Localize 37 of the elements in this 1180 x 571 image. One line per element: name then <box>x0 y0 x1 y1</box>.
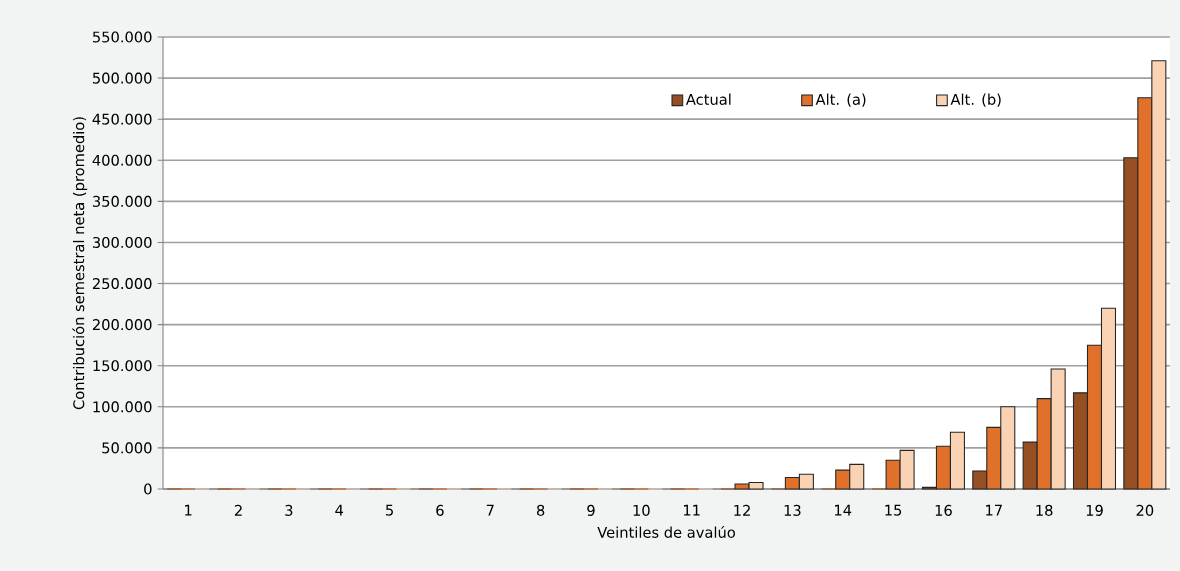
x-tick-label: 10 <box>633 504 650 516</box>
y-tick-label: 450.000 <box>92 113 152 125</box>
y-tick-label: 350.000 <box>92 195 152 207</box>
y-tick-label: 500.000 <box>92 72 152 84</box>
x-tick-label: 3 <box>285 504 293 516</box>
legend-label: Alt. (b) <box>950 93 1001 107</box>
x-tick-label: 11 <box>683 504 700 516</box>
y-tick-label: 400.000 <box>92 154 152 166</box>
x-tick-label: 14 <box>835 504 852 516</box>
y-axis-title: Contribución semestral neta (promedio) <box>72 117 88 410</box>
x-tick-label: 20 <box>1136 504 1154 516</box>
x-tick-label: 4 <box>335 504 344 516</box>
y-tick-label: 100.000 <box>93 401 152 413</box>
x-tick-label: 1 <box>185 504 192 516</box>
x-tick-label: 15 <box>885 504 902 516</box>
x-tick-label: 12 <box>734 504 750 516</box>
x-tick-label: 16 <box>935 504 952 516</box>
y-tick-label: 150.000 <box>93 360 152 372</box>
x-tick-label: 5 <box>386 504 393 516</box>
x-tick-label: 13 <box>784 504 801 516</box>
y-tick-label: 0 <box>144 483 152 495</box>
y-tick-label: 300.000 <box>92 236 152 248</box>
y-tick-label: 250.000 <box>92 278 152 290</box>
x-tick-label: 7 <box>486 504 494 516</box>
x-tick-label: 9 <box>587 504 595 516</box>
y-tick-label: 50.000 <box>102 442 152 454</box>
x-tick-label: 17 <box>986 504 1002 516</box>
y-tick-label: 200.000 <box>92 319 152 331</box>
x-tick-label: 6 <box>436 504 444 516</box>
x-axis-title: Veintiles de avalúo <box>597 525 735 538</box>
x-tick-label: 8 <box>536 504 545 516</box>
x-tick-label: 2 <box>234 504 242 516</box>
legend-label: Actual <box>685 93 731 105</box>
y-tick-label: 550.000 <box>92 31 152 43</box>
legend-label: Alt. (a) <box>815 93 866 107</box>
x-tick-label: 19 <box>1086 504 1103 516</box>
x-tick-label: 18 <box>1036 504 1053 516</box>
